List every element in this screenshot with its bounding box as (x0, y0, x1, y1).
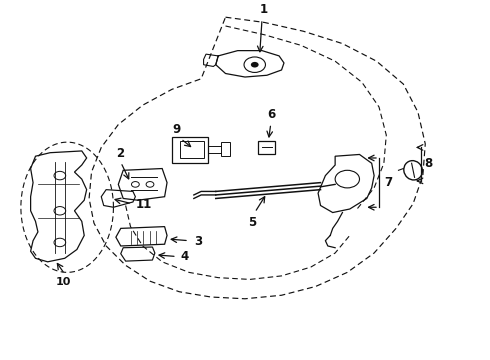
Text: 7: 7 (384, 176, 392, 189)
Text: 4: 4 (181, 251, 189, 264)
Text: 1: 1 (259, 4, 268, 17)
Text: 11: 11 (136, 198, 152, 211)
Text: 9: 9 (172, 123, 181, 136)
Text: 8: 8 (424, 157, 433, 170)
Text: 10: 10 (56, 277, 72, 287)
Text: 2: 2 (116, 147, 124, 160)
Text: 6: 6 (268, 108, 276, 121)
Text: 3: 3 (194, 235, 202, 248)
Circle shape (251, 62, 259, 68)
Text: 5: 5 (248, 216, 256, 229)
